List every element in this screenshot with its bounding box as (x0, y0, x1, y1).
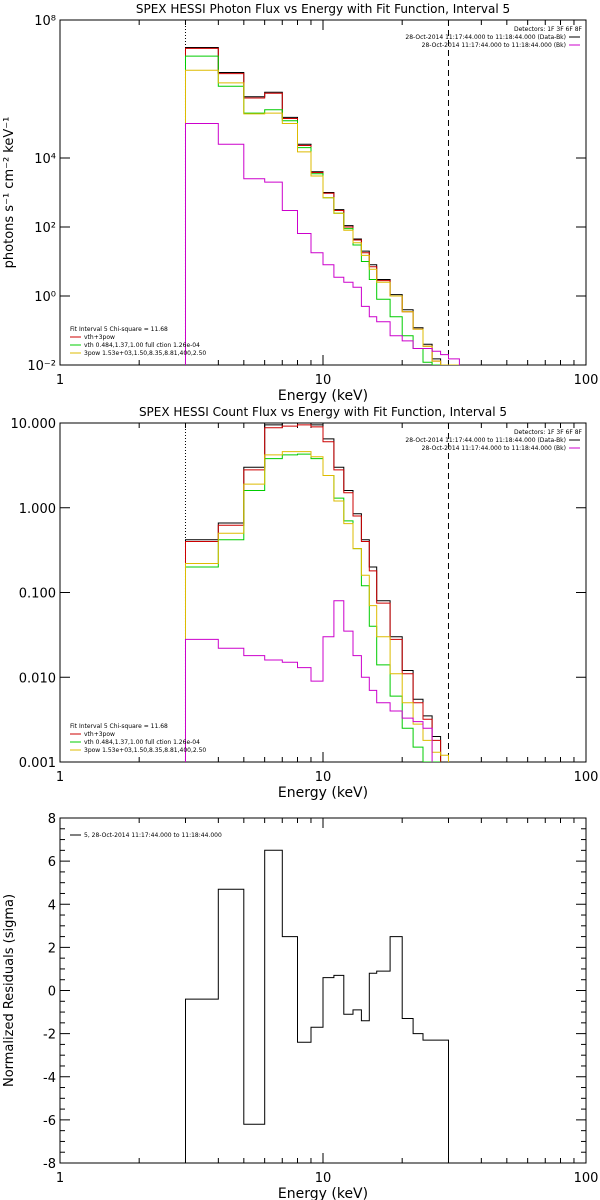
legend-top-right-text: Detectors: 1F 3F 6F 8F (514, 26, 583, 33)
legend-top-right-text: 28-Oct-2014 11:17:44.000 to 11:18:44.000… (405, 437, 566, 444)
series-4-histogram (185, 123, 460, 365)
y-axis-label: Normalized Residuals (sigma) (2, 894, 17, 1087)
legend-bottom-left-text: vth 0.484,1.37,1.00 full ction 1.26e-04 (84, 342, 200, 349)
y-tick-label: 0.010 (19, 671, 56, 686)
x-tick-label: 100 (574, 770, 599, 785)
plot-area (184, 423, 449, 762)
x-tick-label: 100 (574, 373, 599, 388)
legend-bottom-left-text: Fit Interval 5 Chi-square = 11.68 (70, 723, 168, 730)
series-1-histogram (185, 424, 442, 762)
chart-title: SPEX HESSI Photon Flux vs Energy with Fi… (136, 2, 510, 16)
y-tick-label: 10.000 (11, 417, 57, 432)
y-tick-label: 10⁴ (34, 152, 56, 167)
series-3-histogram (185, 69, 460, 365)
series-3-histogram (185, 451, 449, 762)
legend-top-right-text: 28-Oct-2014 11:17:44.000 to 11:18:44.000… (405, 34, 566, 41)
series-2-histogram (185, 55, 441, 365)
x-tick-label: 1 (56, 1171, 64, 1186)
legend-top-right-text: Detectors: 1F 3F 6F 8F (514, 429, 583, 436)
x-axis-label: Energy (keV) (278, 785, 368, 801)
x-tick-label: 10 (315, 770, 332, 785)
y-tick-label: 1.000 (19, 502, 56, 517)
plot-area (185, 849, 449, 1163)
y-tick-label: 10⁸ (34, 14, 56, 29)
x-axis-label: Energy (keV) (278, 388, 368, 404)
count-flux-panel: SPEX HESSI Count Flux vs Energy with Fit… (11, 405, 599, 801)
series-4-histogram (185, 600, 433, 762)
y-tick-label: 0.001 (19, 756, 56, 771)
photon-flux-panel: SPEX HESSI Photon Flux vs Energy with Fi… (2, 2, 598, 404)
legend-top-right-text: 28-Oct-2014 11:17:44.000 to 11:18:44.000… (422, 42, 566, 49)
y-tick-label: 10² (34, 221, 56, 236)
x-tick-label: 100 (574, 1171, 599, 1186)
y-tick-label: 4 (48, 898, 56, 913)
legend-top-left-text: 5, 28-Oct-2014 11:17:44.000 to 11:18:44.… (84, 832, 222, 839)
x-axis-label: Energy (keV) (278, 1186, 368, 1200)
series-0-histogram (185, 849, 449, 1163)
y-tick-label: 10⁻² (27, 359, 56, 374)
x-tick-label: 1 (56, 373, 64, 388)
y-tick-label: 2 (48, 941, 56, 956)
legend-bottom-left-text: vth+3pow (84, 334, 115, 341)
legend-bottom-left-text: 3pow 1.53e+03,1.50,8.35,8.81,400,2.50 (84, 350, 206, 357)
y-tick-label: 0.100 (19, 587, 56, 602)
x-tick-label: 1 (56, 770, 64, 785)
y-tick-label: 0 (48, 985, 56, 1000)
series-0-histogram (185, 47, 460, 365)
y-tick-label: -4 (43, 1071, 56, 1086)
x-tick-label: 10 (315, 373, 332, 388)
y-tick-label: -6 (43, 1114, 56, 1129)
y-tick-label: 8 (48, 812, 56, 827)
legend-bottom-left-text: vth 0.484,1.37,1.00 full ction 1.26e-04 (84, 739, 200, 746)
y-tick-label: -2 (43, 1028, 56, 1043)
legend-bottom-left-text: 3pow 1.53e+03,1.50,8.35,8.81,400,2.50 (84, 747, 206, 754)
y-tick-label: -8 (43, 1157, 56, 1172)
plot-area (184, 20, 460, 365)
residuals-panel: 1 10 100 -8 -6 -4 -2 0 2 4 6 8 Energy (keV) Normalize… (2, 812, 598, 1200)
legend-top-right-text: 28-Oct-2014 11:17:44.000 to 11:18:44.000… (422, 445, 566, 452)
legend-bottom-left-text: vth+3pow (84, 731, 115, 738)
y-tick-label: 6 (48, 855, 56, 870)
legend-bottom-left-text: Fit Interval 5 Chi-square = 11.68 (70, 326, 168, 333)
chart-title: SPEX HESSI Count Flux vs Energy with Fit… (139, 405, 507, 419)
series-1-histogram (185, 47, 460, 365)
y-axis-label: photons s⁻¹ cm⁻² keV⁻¹ (2, 117, 17, 269)
y-tick-label: 10⁰ (34, 290, 56, 305)
x-tick-label: 10 (315, 1171, 332, 1186)
